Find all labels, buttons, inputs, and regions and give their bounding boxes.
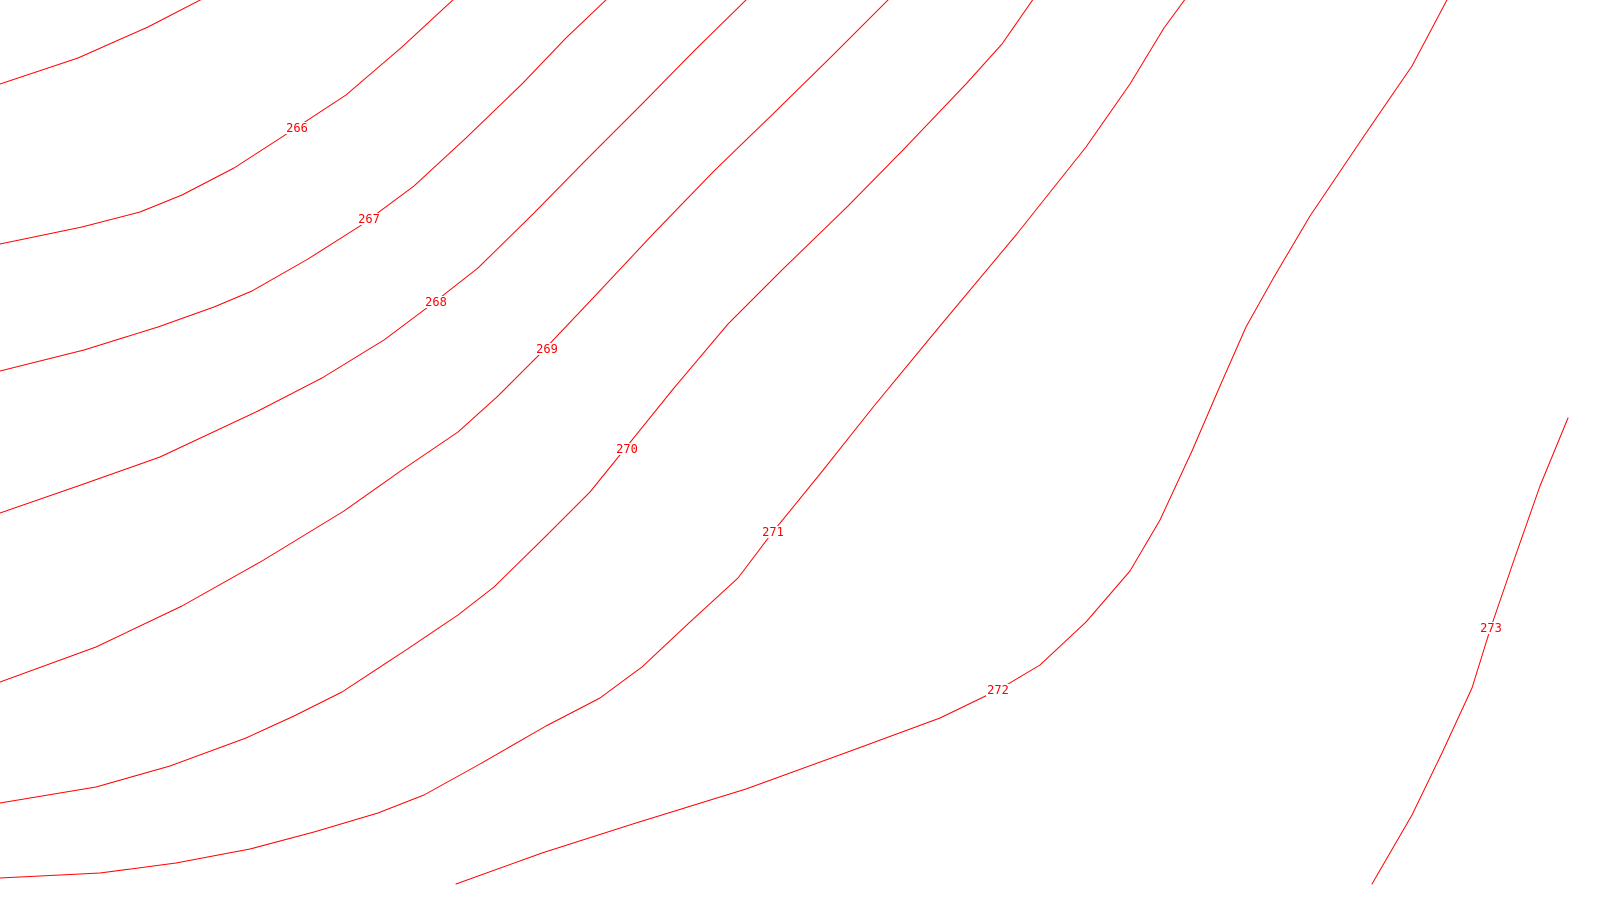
contour-line-271	[0, 0, 1186, 879]
contour-label-273: 273	[1480, 621, 1502, 635]
contour-line-272	[455, 0, 1448, 885]
contour-label-269: 269	[536, 342, 558, 356]
contour-line-270	[0, 0, 1034, 804]
contour-label-272: 272	[987, 683, 1009, 697]
contour-label-halo	[357, 213, 381, 225]
contour-label-halo	[1479, 622, 1503, 634]
contour-label-266: 266	[286, 121, 308, 135]
contour-label-halo	[761, 526, 785, 538]
contour-line-273	[1371, 417, 1569, 885]
contour-line-269	[0, 0, 889, 683]
contour-label-halo	[535, 343, 559, 355]
contour-label-halo	[424, 296, 448, 308]
contour-line-267	[0, 0, 607, 372]
contour-label-267: 267	[358, 212, 380, 226]
contour-label-halo	[615, 443, 639, 455]
contour-label-270: 270	[616, 442, 638, 456]
contour-lines	[0, 0, 1569, 885]
contour-label-268: 268	[425, 295, 447, 309]
contour-line-266	[0, 0, 202, 85]
contour-label-halo	[986, 684, 1010, 696]
contour-label-271: 271	[762, 525, 784, 539]
contour-label-halo	[285, 122, 309, 134]
contour-line-266-segment	[0, 0, 454, 245]
contour-labels: 266 267 268 269 270 271 272 273	[285, 121, 1503, 697]
